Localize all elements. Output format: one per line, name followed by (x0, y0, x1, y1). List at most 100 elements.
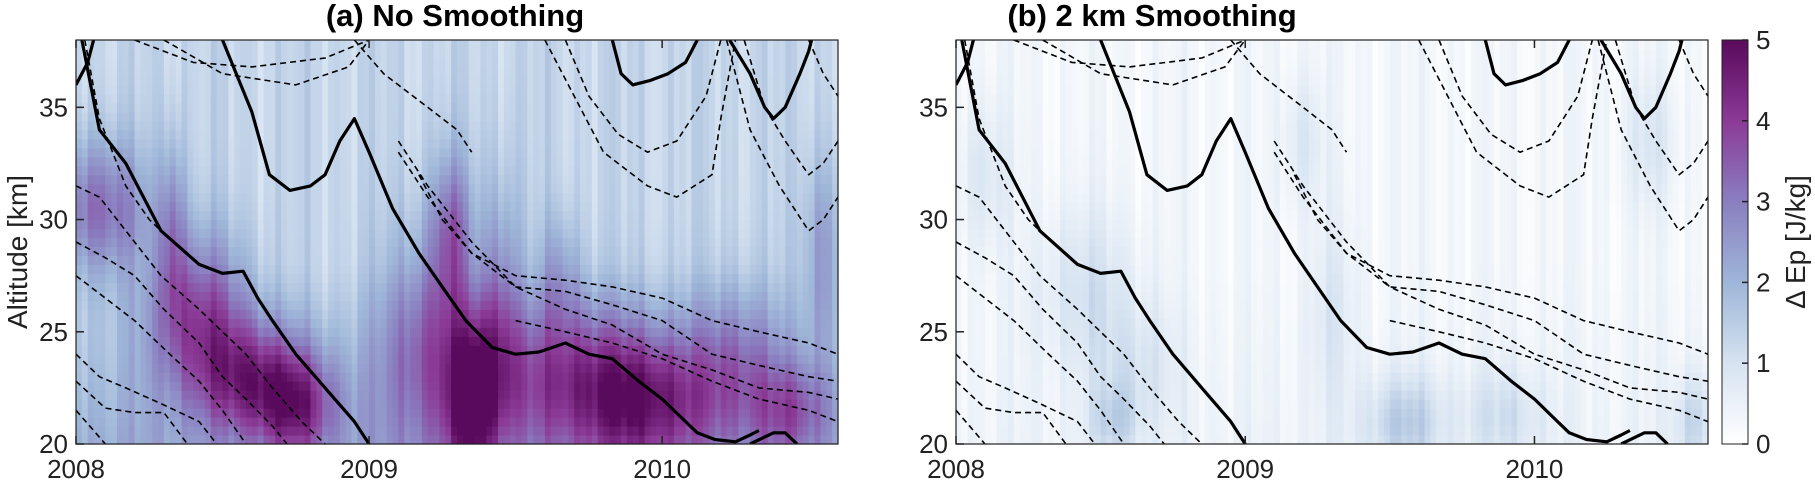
heat-cell (556, 246, 564, 257)
heat-cell (562, 156, 569, 167)
heat-cell (322, 399, 329, 409)
heat-cell (621, 300, 628, 310)
heat-cell (169, 363, 177, 373)
heat-cell (245, 156, 253, 167)
heat-cell (632, 219, 640, 230)
heat-cell (181, 228, 188, 239)
heat-cell (632, 111, 640, 122)
heat-cell (199, 381, 206, 391)
heat-cell (322, 84, 329, 95)
heat-cell (163, 183, 171, 194)
heat-cell (509, 336, 517, 346)
heat-cell (662, 417, 669, 427)
heat-cell (146, 129, 153, 140)
heat-cell (322, 327, 329, 337)
heat-cell (369, 75, 376, 86)
heat-cell (527, 48, 534, 59)
heat-cell (591, 84, 599, 95)
heat-cell (597, 219, 605, 230)
heat-cell (574, 282, 581, 292)
heat-cell (298, 435, 306, 445)
heat-cell (304, 57, 312, 68)
heat-cell (621, 426, 628, 436)
heat-cell (439, 336, 446, 346)
heat-cell (199, 354, 206, 364)
heat-cell (462, 408, 470, 418)
heat-cell (451, 390, 458, 400)
heat-cell (234, 372, 241, 382)
heat-cell (111, 327, 118, 337)
heat-cell (175, 426, 183, 436)
heat-cell (556, 327, 564, 337)
heat-cell (228, 408, 235, 418)
heat-cell (562, 48, 569, 59)
heat-cell (298, 147, 306, 158)
heat-cell (609, 210, 616, 221)
heat-cell (257, 282, 265, 292)
heat-cell (498, 138, 505, 149)
heat-cell (275, 174, 282, 185)
heat-cell (392, 93, 399, 104)
heat-cell (421, 399, 429, 409)
heat-cell (410, 120, 417, 131)
heat-cell (351, 246, 358, 257)
heat-cell (427, 336, 435, 346)
heat-cell (199, 84, 206, 95)
heat-cell (322, 120, 329, 131)
heat-cell (603, 165, 610, 176)
heat-cell (152, 327, 159, 337)
heat-cell (433, 75, 441, 86)
heat-cell (275, 273, 282, 283)
heat-cell (105, 291, 112, 301)
heat-cell (597, 399, 605, 409)
heat-cell (374, 363, 382, 373)
heat-cell (99, 372, 106, 382)
heat-cell (240, 381, 247, 391)
heat-cell (287, 192, 294, 203)
heat-cell (175, 354, 183, 364)
heat-cell (81, 354, 89, 364)
heat-cell (287, 165, 294, 176)
heat-cell (580, 120, 587, 131)
heat-cell (234, 255, 241, 266)
heat-cell (609, 264, 616, 275)
heat-cell (410, 174, 417, 185)
heat-cell (609, 156, 616, 167)
heat-cell (533, 345, 540, 355)
heat-cell (544, 309, 552, 319)
heat-cell (146, 75, 153, 86)
heat-cell (345, 75, 353, 86)
heat-cell (632, 363, 640, 373)
heat-cell (87, 237, 95, 248)
heat-cell (374, 345, 382, 355)
heat-cell (509, 318, 517, 328)
heat-cell (281, 183, 288, 194)
heat-cell (410, 282, 417, 292)
heat-cell (310, 390, 317, 400)
heat-cell (503, 147, 511, 158)
heat-cell (339, 219, 347, 230)
heat-cell (240, 255, 247, 266)
heat-cell (527, 192, 534, 203)
heat-cell (134, 75, 142, 86)
heat-cell (615, 435, 622, 445)
heat-cell (128, 327, 136, 337)
heat-cell (158, 156, 165, 167)
heat-cell (468, 120, 476, 131)
heat-cell (339, 192, 347, 203)
heat-cell (111, 273, 118, 283)
heat-cell (474, 300, 482, 310)
heat-cell (492, 219, 499, 230)
heat-cell (427, 111, 435, 122)
heat-cell (410, 66, 417, 77)
heat-cell (181, 138, 188, 149)
heat-cell (468, 282, 476, 292)
heat-cell (533, 165, 540, 176)
heat-cell (128, 390, 136, 400)
heat-cell (204, 174, 212, 185)
heat-cell (105, 372, 112, 382)
heat-cell (562, 309, 569, 319)
heat-cell (87, 309, 95, 319)
heat-cell (515, 363, 523, 373)
heat-cell (292, 201, 300, 212)
